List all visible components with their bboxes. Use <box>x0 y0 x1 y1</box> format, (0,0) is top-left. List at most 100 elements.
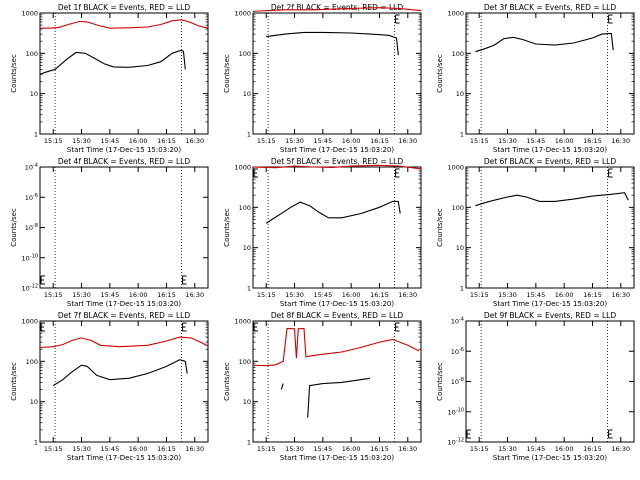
y-axis-label: Counts/sec <box>436 362 444 401</box>
lld-series-line <box>39 336 209 349</box>
x-tick-label: 16:30 <box>398 137 417 145</box>
x-tick-label: 16:15 <box>157 445 176 453</box>
y-axis-label: Counts/sec <box>223 54 231 93</box>
y-tick-label: 10-10 <box>448 407 464 416</box>
x-axis-label: Start Time (17-Dec-15 15:03:20) <box>280 454 394 462</box>
y-tick-label: 10 <box>30 90 38 98</box>
y-tick-label: 10-12 <box>448 438 464 447</box>
y-tick-label: 100 <box>26 358 38 366</box>
plot-frame <box>465 12 635 135</box>
chart-panel-8: Det 8f BLACK = Events, RED = LLD 1 10 100 10… <box>223 311 422 462</box>
lld-series-line <box>40 19 209 29</box>
y-tick-label: 1 <box>460 131 464 139</box>
x-tick-label: 15:15 <box>470 445 489 453</box>
bracket-marker <box>608 14 613 24</box>
x-tick-label: 16:15 <box>583 291 602 299</box>
x-axis-label: Start Time (17-Dec-15 15:03:20) <box>67 300 181 308</box>
x-tick-label: 15:45 <box>526 445 545 453</box>
x-tick-label: 16:00 <box>129 445 148 453</box>
chart-title: Det 8f BLACK = Events, RED = LLD <box>271 311 404 320</box>
x-tick-label: 15:45 <box>100 291 119 299</box>
x-tick-label: 15:45 <box>526 291 545 299</box>
x-tick-label: 16:30 <box>185 445 204 453</box>
x-tick-label: 15:30 <box>285 445 304 453</box>
x-tick-label: 15:15 <box>257 137 276 145</box>
events-series-line <box>475 192 629 207</box>
chart-title: Det 3f BLACK = Events, RED = LLD <box>484 3 617 12</box>
y-tick-label: 1000 <box>21 318 38 326</box>
y-tick-label: 1000 <box>21 10 38 18</box>
x-tick-label: 15:30 <box>285 291 304 299</box>
y-axis-label: Counts/sec <box>10 54 18 93</box>
chart-panel-7: Det 7f BLACK = Events, RED = LLD 1 10 100 10… <box>10 311 209 462</box>
x-tick-label: 15:30 <box>498 137 517 145</box>
x-tick-label: 15:30 <box>72 137 91 145</box>
x-tick-label: 16:15 <box>370 291 389 299</box>
events-series-line <box>280 383 284 390</box>
x-tick-label: 15:45 <box>313 291 332 299</box>
chart-panel-4: Det 4f BLACK = Events, RED = LLD 10-12 10-… <box>10 157 209 308</box>
bracket-marker <box>40 275 45 285</box>
bracket-marker <box>182 275 187 285</box>
x-tick-label: 16:30 <box>611 291 630 299</box>
events-series-line <box>475 32 614 53</box>
y-tick-label: 10-8 <box>25 223 38 232</box>
x-tick-label: 15:45 <box>526 137 545 145</box>
x-tick-label: 15:15 <box>257 291 276 299</box>
plot-frame <box>465 166 635 289</box>
y-tick-label: 100 <box>452 204 464 212</box>
bracket-marker <box>182 322 187 332</box>
x-tick-label: 16:00 <box>342 445 361 453</box>
x-tick-label: 16:00 <box>342 291 361 299</box>
bracket-marker <box>608 429 613 439</box>
chart-title: Det 9f BLACK = Events, RED = LLD <box>484 311 617 320</box>
chart-panel-1: Det 1f BLACK = Events, RED = LLD 1 10 100 10… <box>10 3 209 154</box>
y-tick-label: 100 <box>239 204 251 212</box>
x-tick-label: 16:00 <box>555 137 574 145</box>
x-tick-label: 15:45 <box>313 137 332 145</box>
lld-series-line <box>252 164 422 170</box>
bracket-marker <box>253 322 258 332</box>
y-tick-label: 100 <box>239 358 251 366</box>
x-axis-label: Start Time (17-Dec-15 15:03:20) <box>67 146 181 154</box>
x-tick-label: 15:15 <box>44 137 63 145</box>
y-axis-label: Counts/sec <box>10 362 18 401</box>
x-axis-label: Start Time (17-Dec-15 15:03:20) <box>280 146 394 154</box>
chart-title: Det 2f BLACK = Events, RED = LLD <box>271 3 404 12</box>
bracket-marker <box>395 322 400 332</box>
x-tick-label: 15:15 <box>470 291 489 299</box>
x-tick-label: 16:30 <box>185 291 204 299</box>
chart-title: Det 7f BLACK = Events, RED = LLD <box>58 311 191 320</box>
y-axis-label: Counts/sec <box>10 208 18 247</box>
plot-frame <box>465 320 635 443</box>
bracket-marker <box>253 168 258 178</box>
x-tick-label: 15:30 <box>72 291 91 299</box>
y-tick-label: 10-4 <box>25 163 38 172</box>
plot-frame <box>252 166 422 289</box>
events-series-line <box>39 49 186 75</box>
chart-title: Det 6f BLACK = Events, RED = LLD <box>484 157 617 166</box>
y-tick-label: 10-8 <box>451 377 464 386</box>
y-axis-label: Counts/sec <box>436 208 444 247</box>
y-axis-label: Counts/sec <box>436 54 444 93</box>
chart-panel-2: Det 2f BLACK = Events, RED = LLD 1 10 100 10… <box>223 3 422 154</box>
y-tick-label: 10-6 <box>25 193 38 202</box>
x-tick-label: 16:15 <box>370 137 389 145</box>
y-tick-label: 1000 <box>234 10 251 18</box>
y-tick-label: 1000 <box>447 164 464 172</box>
chart-panel-3: Det 3f BLACK = Events, RED = LLD 1 10 100 10… <box>436 3 635 154</box>
bracket-marker <box>395 14 400 24</box>
plot-frame <box>39 12 209 135</box>
y-tick-label: 100 <box>26 50 38 58</box>
x-axis-label: Start Time (17-Dec-15 15:03:20) <box>493 454 607 462</box>
bracket-marker <box>395 168 400 178</box>
x-tick-label: 16:30 <box>611 445 630 453</box>
events-series-line <box>307 377 371 418</box>
x-tick-label: 16:15 <box>370 445 389 453</box>
chart-panel-6: Det 6f BLACK = Events, RED = LLD 1 10 100 10… <box>436 157 635 308</box>
x-tick-label: 15:30 <box>498 445 517 453</box>
x-tick-label: 16:00 <box>555 445 574 453</box>
chart-title: Det 5f BLACK = Events, RED = LLD <box>271 157 404 166</box>
